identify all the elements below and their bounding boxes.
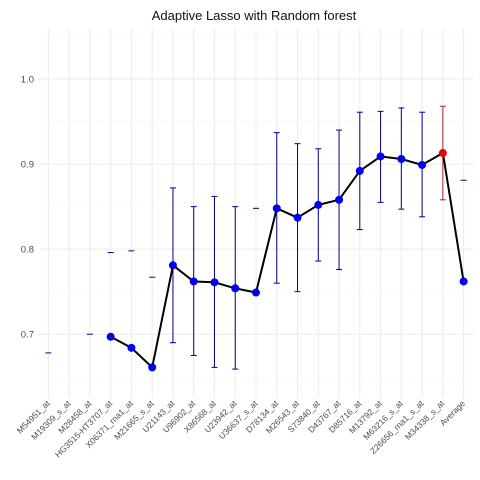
data-point — [252, 288, 260, 297]
x-axis-ticks: M54951_atM19309_s_atM28458_atHG3515-HT37… — [15, 398, 468, 460]
data-point — [272, 204, 281, 213]
data-point — [397, 154, 406, 163]
data-point — [189, 277, 198, 286]
data-point — [418, 160, 427, 169]
data-points — [106, 149, 468, 372]
data-point — [314, 200, 323, 209]
data-point — [293, 213, 302, 222]
data-point — [376, 152, 385, 161]
gridlines — [38, 28, 474, 398]
data-point — [355, 166, 364, 175]
y-tick-label: 0.9 — [21, 160, 34, 171]
data-point — [148, 363, 157, 372]
y-tick-label: 1.0 — [21, 75, 34, 86]
y-axis-ticks: 0.7 0.8 0.9 1.0 — [21, 75, 34, 341]
y-tick-label: 0.7 — [21, 330, 34, 341]
data-point — [106, 332, 115, 341]
data-point — [127, 343, 136, 352]
y-tick-label: 0.8 — [21, 245, 34, 256]
floating-ticks — [45, 179, 467, 354]
data-point — [459, 277, 468, 286]
data-point-highlight — [438, 149, 447, 158]
data-point — [168, 261, 177, 270]
data-point — [231, 284, 240, 293]
data-point — [210, 278, 219, 287]
data-point — [335, 195, 344, 204]
chart-title: Adaptive Lasso with Random forest — [152, 8, 357, 23]
